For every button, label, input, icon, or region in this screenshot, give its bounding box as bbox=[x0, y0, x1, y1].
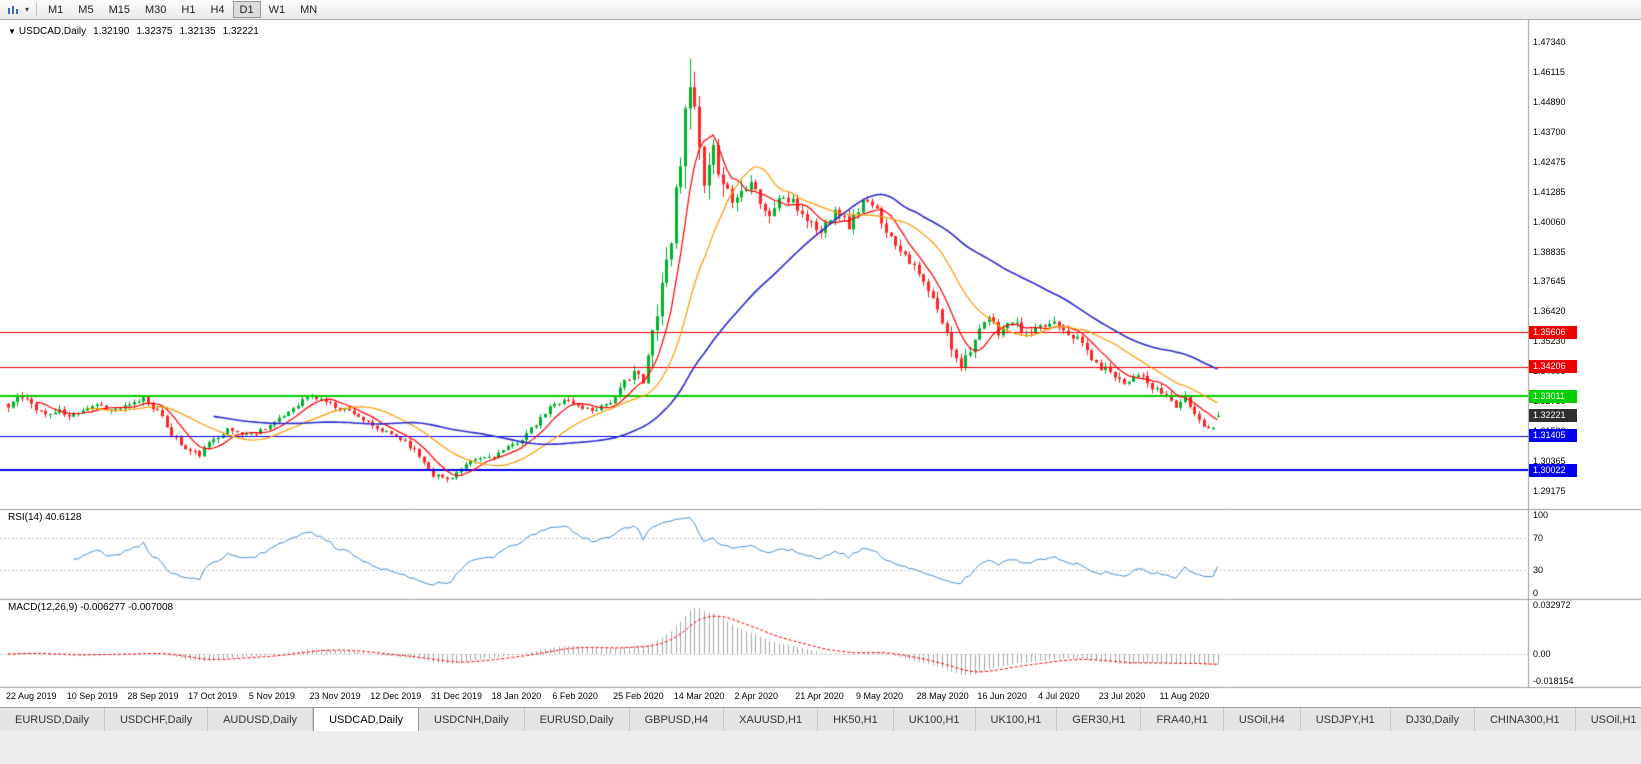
chart-tab-bar: EURUSD,Daily USDCHF,Daily AUDUSD,Daily U… bbox=[0, 707, 1641, 731]
chart-tab-label: UK100,H1 bbox=[990, 713, 1042, 726]
timeframe-button[interactable]: M5 bbox=[71, 1, 100, 18]
chart-tab[interactable]: UK100,H1 bbox=[975, 708, 1058, 731]
chart-region: 1.47340 1.46115 1.44890 1.43700 1.42475 1.412… bbox=[0, 20, 1641, 707]
chart-tab-label: USDCNH,Daily bbox=[434, 713, 509, 726]
chart-tab[interactable]: GER30,H1 bbox=[1057, 708, 1142, 731]
chart-tab[interactable]: USDJPY,H1 bbox=[1300, 708, 1391, 731]
chart-tab-label: USOil,H1 bbox=[1590, 713, 1637, 726]
rsi-indicator-label: RSI(14) 40.6128 bbox=[8, 512, 82, 523]
timeframe-button[interactable]: MN bbox=[293, 1, 324, 18]
timeframe-button[interactable]: M1 bbox=[41, 1, 70, 18]
chart-tab-label: USDCHF,Daily bbox=[119, 713, 193, 726]
chart-tab[interactable]: USDCHF,Daily bbox=[104, 708, 209, 731]
chart-tab-label: GER30,H1 bbox=[1072, 713, 1126, 726]
timeframe-button[interactable]: H4 bbox=[203, 1, 231, 18]
macd-indicator-label: MACD(12,26,9) -0.006277 -0.007008 bbox=[8, 602, 174, 613]
chart-tab-label: CHINA300,H1 bbox=[1489, 713, 1560, 726]
symbol-name: USDCAD,Daily bbox=[18, 26, 87, 37]
toolbar-separator bbox=[36, 3, 37, 16]
chart-tab[interactable]: CHINA300,H1 bbox=[1474, 708, 1576, 731]
ohlc-high: 1.32375 bbox=[136, 26, 173, 37]
chart-tab[interactable]: EURUSD,Daily bbox=[524, 708, 630, 731]
timeframe-button[interactable]: M15 bbox=[102, 1, 137, 18]
timeframe-button[interactable]: D1 bbox=[232, 1, 261, 18]
chart-tab[interactable]: EURUSD,Daily bbox=[0, 708, 105, 731]
chart-tab-label: USOil,H4 bbox=[1238, 713, 1285, 726]
timeframe-button-group: M1 M5 M15 M30 H1 H4 D1 W1 MN bbox=[41, 1, 324, 18]
chart-tab-label: AUDUSD,Daily bbox=[223, 713, 298, 726]
chart-tab-label: HK50,H1 bbox=[833, 713, 878, 726]
ohlc-low: 1.32135 bbox=[179, 26, 216, 37]
chart-tab-label: USDCAD,Daily bbox=[329, 713, 404, 726]
chart-tab[interactable]: DJ30,Daily bbox=[1390, 708, 1475, 731]
price-chart-canvas[interactable] bbox=[0, 20, 1641, 707]
dropdown-caret-icon[interactable]: ▾ bbox=[24, 5, 29, 14]
chart-tab-label: FRA40,H1 bbox=[1156, 713, 1208, 726]
chart-tab[interactable]: UK100,H1 bbox=[893, 708, 976, 731]
chart-tab[interactable]: GBPUSD,H4 bbox=[629, 708, 725, 731]
chart-tab[interactable]: XAUUSD,H1 bbox=[724, 708, 819, 731]
chart-tab[interactable]: AUDUSD,Daily bbox=[208, 708, 314, 731]
ohlc-close: 1.32221 bbox=[222, 26, 259, 37]
timeframe-button[interactable]: W1 bbox=[262, 1, 293, 18]
chart-tab-label: XAUUSD,H1 bbox=[739, 713, 803, 726]
chart-tab[interactable]: HK50,H1 bbox=[818, 708, 894, 731]
chart-tab-label: GBPUSD,H4 bbox=[644, 713, 709, 726]
symbol-dropdown-icon[interactable]: ▼ bbox=[8, 27, 16, 36]
chart-tab-label: UK100,H1 bbox=[908, 713, 960, 726]
chart-tab-label: EURUSD,Daily bbox=[539, 713, 614, 726]
timeframe-button[interactable]: H1 bbox=[174, 1, 202, 18]
toolbar: ▾ M1 M5 M15 M30 H1 H4 D1 W1 MN bbox=[0, 0, 1641, 20]
chart-tab-label: USDJPY,H1 bbox=[1315, 713, 1375, 726]
chart-tab[interactable]: USOil,H1 bbox=[1575, 708, 1641, 731]
chart-tab[interactable]: FRA40,H1 bbox=[1141, 708, 1224, 731]
chart-tab[interactable]: USDCAD,Daily bbox=[313, 708, 420, 731]
ohlc-open: 1.32190 bbox=[93, 26, 130, 37]
symbol-ohlc-overlay: ▼ USDCAD,Daily 1.32190 1.32375 1.32135 1.3222… bbox=[8, 26, 266, 37]
status-bar bbox=[0, 731, 1641, 764]
chart-tab[interactable]: USOil,H4 bbox=[1223, 708, 1301, 731]
chart-tab[interactable]: USDCNH,Daily bbox=[419, 708, 525, 731]
chart-tab-label: EURUSD,Daily bbox=[15, 713, 89, 726]
chart-toolbar-icon[interactable] bbox=[4, 2, 22, 18]
chart-tab-label: DJ30,Daily bbox=[1405, 713, 1459, 726]
timeframe-button[interactable]: M30 bbox=[138, 1, 173, 18]
